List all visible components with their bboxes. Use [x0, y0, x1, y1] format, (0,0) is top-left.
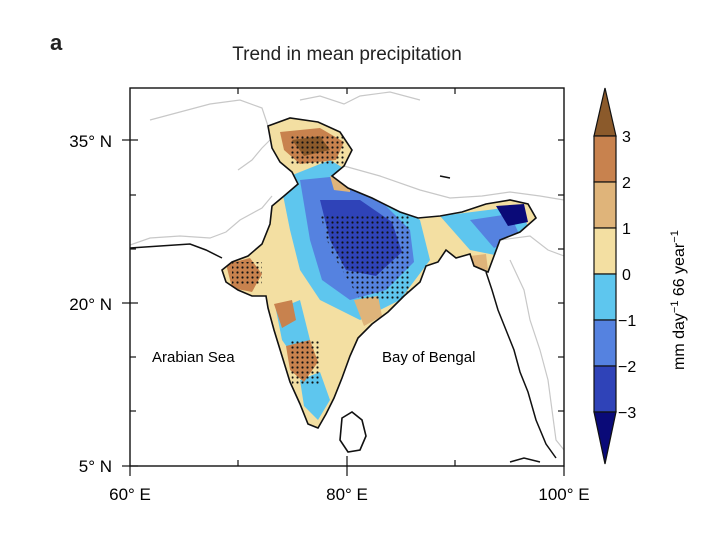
colorbar-tick-label: 2	[622, 175, 631, 192]
colorbar-top-arrow	[593, 87, 617, 137]
chart-title: Trend in mean precipitation	[232, 44, 462, 65]
colorbar-swatch	[593, 319, 617, 367]
y-tick-label: 20° N	[69, 295, 112, 314]
colorbar-tick-label: 3	[622, 129, 631, 146]
y-tick-label: 5° N	[79, 457, 112, 476]
colorbar-tick-label: −2	[618, 359, 636, 376]
colorbar-tick-label: −3	[618, 405, 636, 422]
panel-label: a	[50, 30, 63, 55]
india-outline	[221, 117, 538, 430]
frame-ticks	[122, 88, 565, 476]
sea-label-arabian: Arabian Sea	[152, 349, 235, 366]
colorbar-tick-label: 0	[622, 267, 631, 284]
colorbar: 3 2 1 0 −1 −2 −3 mm day−1 66 year−1	[593, 87, 688, 465]
colorbar-swatch	[593, 135, 617, 183]
colorbar-label: mm day−1 66 year−1	[669, 230, 688, 370]
x-tick-label: 60° E	[109, 485, 151, 504]
colorbar-swatch	[593, 227, 617, 275]
colorbar-swatch	[593, 273, 617, 321]
coastlines	[130, 175, 557, 463]
colorbar-tick-label: −1	[618, 313, 636, 330]
x-tick-label: 100° E	[538, 485, 589, 504]
colorbar-tick-label: 1	[622, 221, 631, 238]
colorbar-swatch	[593, 181, 617, 229]
y-tick-label: 35° N	[69, 132, 112, 151]
colorbar-swatch	[593, 365, 617, 413]
sea-label-bengal: Bay of Bengal	[382, 349, 475, 366]
x-tick-label: 80° E	[326, 485, 368, 504]
neighbor-borders	[130, 91, 564, 451]
colorbar-bottom-arrow	[593, 411, 617, 465]
sri-lanka	[339, 411, 367, 453]
